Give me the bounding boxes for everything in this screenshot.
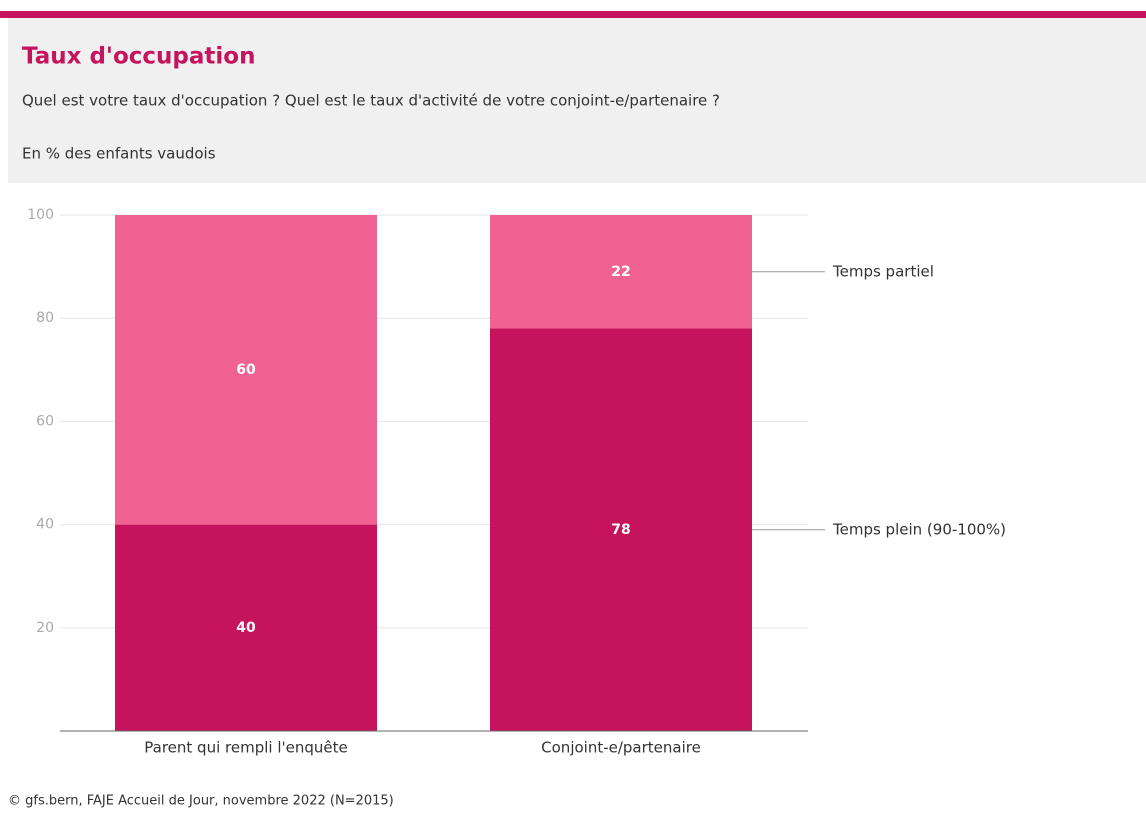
bar-segment xyxy=(115,215,377,525)
y-tick-label: 100 xyxy=(27,207,54,223)
unit-note: En % des enfants vaudois xyxy=(22,145,216,163)
legend-label: Temps plein (90-100%) xyxy=(832,520,1006,538)
bar-segment xyxy=(115,524,377,731)
header-box xyxy=(8,18,1146,183)
y-tick-label: 80 xyxy=(36,310,54,326)
x-tick-label: Conjoint-e/partenaire xyxy=(541,739,701,757)
data-label: 60 xyxy=(236,362,256,378)
legend-label: Temps partiel xyxy=(832,262,934,280)
y-tick-label: 60 xyxy=(36,413,54,429)
bar-segment xyxy=(490,328,752,731)
data-label: 78 xyxy=(611,522,630,538)
data-label: 22 xyxy=(611,264,630,280)
x-tick-label: Parent qui rempli l'enquête xyxy=(144,739,347,757)
chart-subtitle: Quel est votre taux d'occupation ? Quel … xyxy=(22,92,720,110)
bar-segment xyxy=(490,215,752,329)
y-tick-label: 40 xyxy=(36,517,54,533)
data-label: 40 xyxy=(236,620,256,636)
chart-title: Taux d'occupation xyxy=(22,44,255,70)
y-tick-label: 20 xyxy=(36,620,54,636)
top-bar xyxy=(0,11,1146,18)
source: © gfs.bern, FAJE Accueil de Jour, novemb… xyxy=(8,794,394,809)
